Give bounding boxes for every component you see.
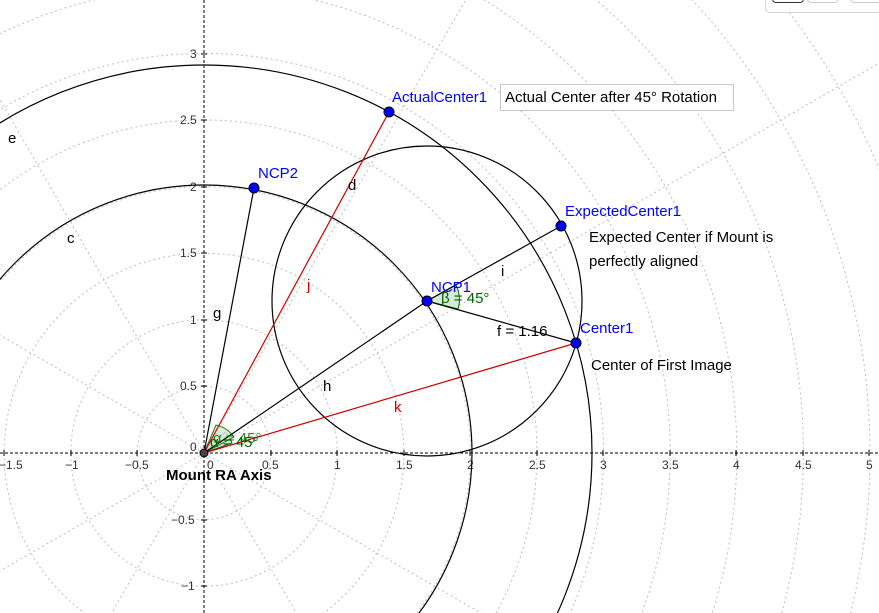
x-tick-label: 4 [733, 458, 740, 472]
x-tick-label: 2 [467, 458, 474, 472]
angle-alpha2-wedge[interactable] [202, 424, 235, 455]
y-tick-label: −1 [181, 579, 195, 593]
label-angle-alpha: α = 45° [210, 434, 258, 451]
point-ncp2[interactable] [248, 182, 260, 194]
label-angle-alpha-overlap: α = 45° [213, 430, 261, 447]
y-tick-label: −0.5 [171, 513, 195, 527]
point-expected-center1[interactable] [555, 220, 567, 232]
y-tick-label: 2 [190, 180, 197, 194]
label-circle-e: e [8, 130, 16, 147]
x-tick-label: 2.5 [529, 458, 546, 472]
x-tick-label: 3.5 [662, 458, 679, 472]
x-tick-label: 3 [600, 458, 607, 472]
circle-d[interactable] [271, 145, 583, 457]
note-expected-center-line1: Expected Center if Mount is [589, 229, 773, 246]
x-tick-label: −0.5 [125, 458, 149, 472]
graphics-view-toolbar [765, 0, 879, 13]
note-center1: Center of First Image [591, 357, 732, 374]
y-tick-label: 1 [190, 313, 197, 327]
x-tick-label: 1.5 [396, 458, 413, 472]
y-tick-label: 2.5 [180, 113, 197, 127]
label-segment-g: g [213, 305, 221, 322]
label-segment-i: i [501, 263, 504, 280]
label-segment-j: j [306, 277, 310, 294]
x-tick-labels: −1.5 −1 −0.5 0 0.5 1 1.5 2 2.5 3 3.5 4 4… [0, 458, 873, 472]
label-circle-d: d [348, 177, 356, 194]
x-ticks [3, 450, 870, 456]
note-expected-center-line2: perfectly aligned [589, 253, 698, 270]
label-actual-center1: ActualCenter1 [392, 89, 487, 106]
x-tick-label: −1.5 [0, 458, 23, 472]
toolbar-button-1[interactable] [772, 0, 804, 3]
label-expected-center1: ExpectedCenter1 [565, 203, 681, 220]
label-angle-beta: β = 45° [441, 290, 489, 307]
y-tick-labels: 3 2.5 2 1.5 1 0.5 0 −0.5 −1 [171, 47, 197, 593]
point-center1[interactable] [570, 337, 582, 349]
label-segment-k: k [394, 399, 402, 416]
y-tick-label: 0 [190, 440, 197, 454]
x-tick-label: 0 [207, 458, 214, 472]
segment-k[interactable] [203, 342, 577, 454]
label-ncp1: NCP1 [431, 279, 471, 296]
label-center1: Center1 [580, 320, 633, 337]
note-actual-center[interactable]: Actual Center after 45° Rotation [500, 84, 734, 111]
segment-g[interactable] [203, 187, 255, 454]
x-tick-label: 4.5 [795, 458, 812, 472]
toolbar-button-3[interactable] [850, 0, 879, 3]
x-tick-label: −1 [65, 458, 79, 472]
circle-c[interactable] [0, 184, 473, 613]
x-tick-label: 0.5 [262, 458, 279, 472]
label-segment-h: h [323, 378, 331, 395]
circle-e[interactable] [0, 64, 593, 613]
y-tick-label: 3 [190, 47, 197, 61]
point-ncp1[interactable] [421, 295, 433, 307]
y-tick-label: 0.5 [180, 379, 197, 393]
x-axis-title: Mount RA Axis [166, 467, 272, 484]
toolbar-button-2[interactable] [807, 0, 839, 3]
origin-point[interactable] [199, 448, 209, 458]
x-tick-label: 1 [334, 458, 341, 472]
segment-i[interactable] [426, 225, 562, 302]
label-ncp2: NCP2 [258, 165, 298, 182]
x-tick-label: 5 [866, 458, 873, 472]
label-circle-c: c [67, 230, 75, 247]
y-tick-label: 1.5 [180, 246, 197, 260]
segment-f[interactable] [426, 300, 577, 344]
point-actual-center1[interactable] [383, 106, 395, 118]
segment-h[interactable] [203, 300, 428, 454]
segment-j[interactable] [203, 111, 390, 454]
y-ticks [201, 53, 207, 587]
label-segment-f: f = 1.16 [497, 323, 547, 340]
